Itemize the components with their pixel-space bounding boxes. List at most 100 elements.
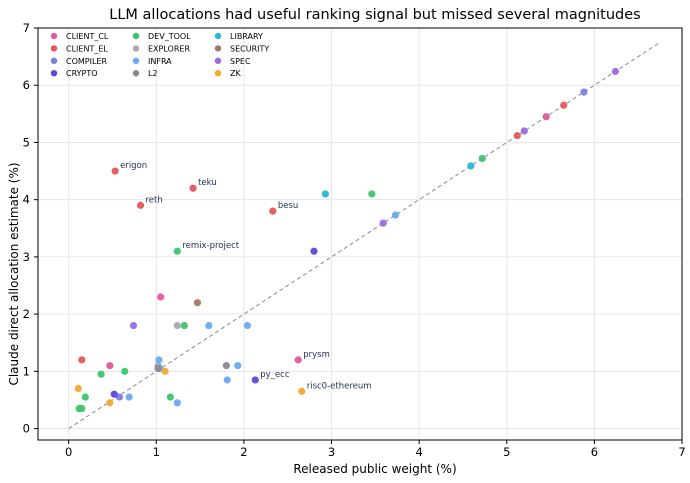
- x-tick-label: 0: [65, 445, 72, 459]
- annotation-prysm: prysm: [303, 350, 330, 360]
- plot-frame: [37, 27, 683, 441]
- legend-marker-explorer: [132, 45, 140, 52]
- x-tick-label: 5: [503, 445, 510, 459]
- point-dev-tool: [368, 190, 376, 198]
- point-dev-tool: [78, 404, 86, 413]
- point-dev-tool: [173, 247, 181, 255]
- annotation-erigon: erigon: [120, 161, 147, 171]
- point-client-el: [136, 201, 145, 209]
- legend-label-library: LIBRARY: [230, 32, 263, 41]
- legend-marker-client-cl: [50, 32, 58, 40]
- point-dev-tool: [166, 393, 174, 401]
- legend-marker-crypto: [50, 70, 58, 77]
- y-tick-label: 2: [23, 307, 30, 321]
- point-compiler: [115, 393, 124, 401]
- annotation-reth: reth: [146, 195, 163, 205]
- point-infra: [391, 211, 400, 219]
- y-tick-label: 7: [23, 21, 30, 35]
- point-crypto: [310, 247, 318, 255]
- point-l2: [154, 364, 162, 373]
- point-client-cl: [542, 113, 550, 121]
- x-axis-label: Released public weight (%): [293, 462, 456, 476]
- point-infra: [234, 362, 242, 370]
- point-library: [321, 190, 329, 198]
- x-tick-label: 1: [153, 445, 160, 459]
- legend-label-explorer: EXPLORER: [148, 44, 190, 53]
- point-zk: [106, 399, 114, 407]
- legend-label-security: SECURITY: [230, 44, 269, 53]
- point-infra: [243, 321, 252, 330]
- point-library: [467, 162, 475, 170]
- point-client-cl: [294, 356, 302, 364]
- point-spec: [611, 67, 620, 76]
- point-infra: [173, 399, 181, 407]
- y-axis-ticks: 0 1 2 3 4 5 6 7: [23, 21, 38, 436]
- annotation-besu: besu: [278, 201, 298, 211]
- legend-marker-infra: [132, 57, 140, 64]
- point-crypto: [110, 390, 118, 398]
- legend-label-crypto: CRYPTO: [66, 69, 98, 78]
- x-tick-label: 2: [240, 445, 247, 459]
- point-spec: [129, 321, 138, 330]
- legend-label-zk: ZK: [230, 69, 241, 78]
- point-client-el: [560, 101, 568, 109]
- point-client-cl: [106, 362, 114, 370]
- legend-marker-dev-tool: [132, 32, 140, 40]
- chart-title: LLM allocations had useful ranking signa…: [109, 7, 640, 23]
- point-client-el: [513, 131, 521, 140]
- point-spec: [520, 127, 528, 135]
- point-dev-tool: [478, 154, 486, 163]
- legend-marker-library: [214, 32, 222, 40]
- point-zk: [298, 387, 306, 395]
- point-security: [193, 299, 202, 307]
- annotation-teku: teku: [198, 178, 217, 188]
- x-tick-label: 6: [591, 445, 598, 459]
- point-client-el: [189, 184, 197, 192]
- legend-label-client-cl: CLIENT_CL: [66, 32, 109, 41]
- point-dev-tool: [121, 367, 129, 375]
- legend-label-infra: INFRA: [148, 57, 172, 66]
- grid: [38, 27, 683, 440]
- legend-marker-zk: [214, 70, 222, 77]
- point-crypto: [251, 376, 259, 384]
- legend-marker-security: [214, 45, 222, 52]
- annotation-remix-project: remix-project: [182, 241, 239, 251]
- x-tick-label: 3: [328, 445, 335, 459]
- legend-marker-client-el: [50, 45, 58, 52]
- legend-label-l2: L2: [148, 69, 158, 78]
- annotation-py-ecc: py_ecc: [260, 370, 290, 380]
- y-axis-label: Claude direct allocation estimate (%): [7, 162, 21, 385]
- x-axis-ticks: 0 1 2 3 4 5 6 7: [65, 440, 686, 459]
- x-tick-label: 4: [415, 445, 422, 459]
- point-infra: [223, 376, 231, 384]
- y-tick-label: 4: [23, 193, 30, 207]
- legend-marker-l2: [132, 70, 140, 77]
- point-l2: [222, 362, 230, 370]
- point-zk: [74, 384, 82, 393]
- data-points: [74, 67, 620, 413]
- point-client-el: [269, 207, 277, 215]
- point-infra: [205, 321, 213, 330]
- point-client-cl: [157, 293, 165, 301]
- point-dev-tool: [97, 370, 105, 378]
- legend-marker-spec: [214, 57, 222, 64]
- legend-label-dev-tool: DEV_TOOL: [148, 32, 191, 41]
- point-explorer: [173, 321, 181, 330]
- y-tick-label: 5: [23, 135, 30, 149]
- point-infra: [125, 393, 133, 401]
- x-tick-label: 7: [678, 445, 685, 459]
- y-tick-label: 3: [23, 250, 30, 264]
- point-zk: [161, 367, 169, 375]
- legend-marker-compiler: [50, 57, 58, 64]
- point-annotations: erigon teku reth besu remix-project prysm py_e…: [120, 161, 371, 391]
- legend-label-compiler: COMPILER: [66, 57, 107, 66]
- y-tick-label: 1: [23, 364, 30, 378]
- point-dev-tool: [180, 321, 188, 330]
- point-infra: [155, 356, 163, 364]
- point-spec: [379, 219, 387, 227]
- y-tick-label: 6: [23, 78, 30, 92]
- legend-label-spec: SPEC: [230, 57, 251, 66]
- legend: CLIENT_CL CLIENT_EL COMPILER CRYPTO DEV_TOOL…: [50, 32, 269, 78]
